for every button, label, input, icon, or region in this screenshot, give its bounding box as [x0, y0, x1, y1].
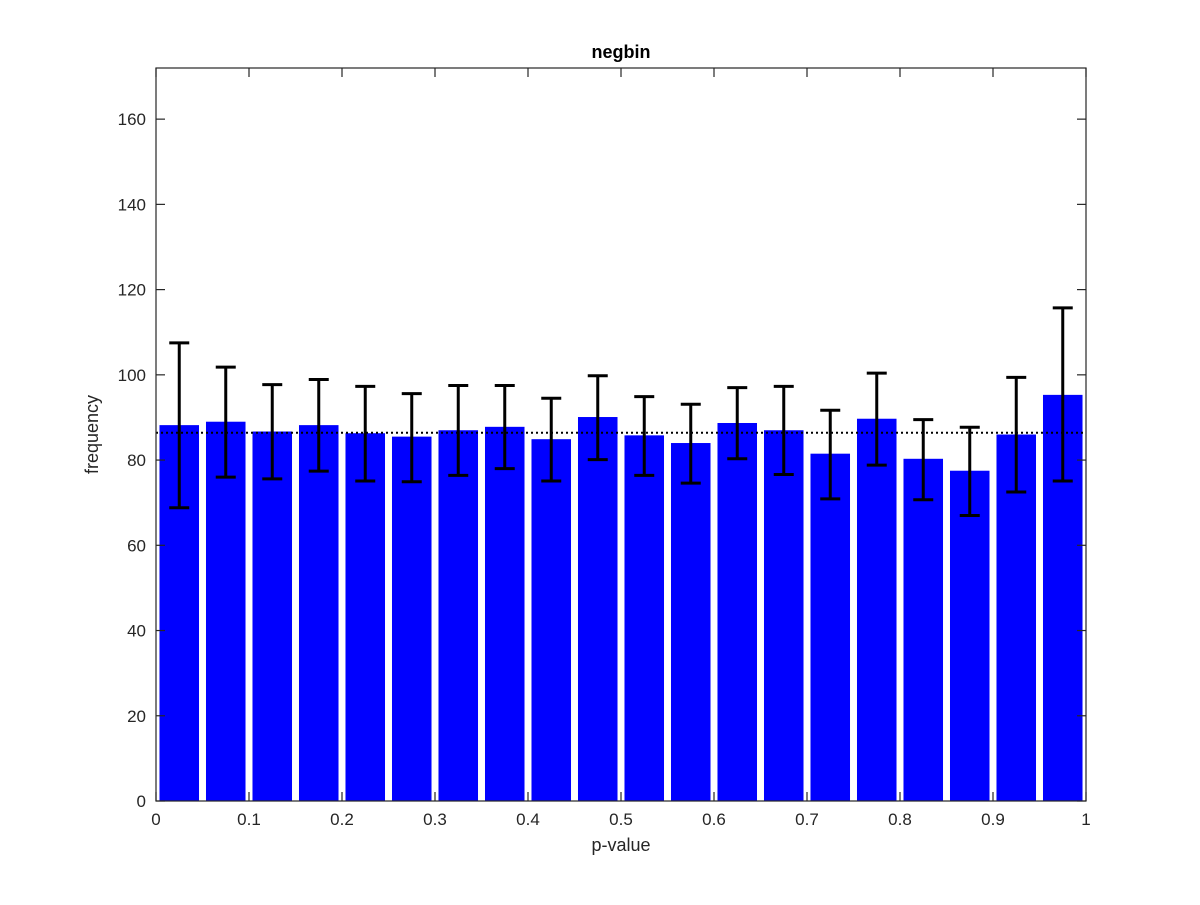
error-bar [1052, 306, 1073, 483]
x-tick-label: 0 [151, 810, 160, 829]
error-bar [541, 396, 562, 483]
y-tick-label: 140 [118, 195, 146, 214]
x-tick-label: 0.5 [609, 810, 633, 829]
ticks-layer: 0 0.1 0.2 0.3 0.4 0.5 0.6 0.7 0.8 0.9 1 0 20 40 60 80 10… [118, 68, 1091, 829]
bar [252, 431, 293, 801]
x-tick-label: 0.8 [888, 810, 912, 829]
error-bar [680, 402, 701, 485]
y-tick-label: 40 [127, 622, 146, 641]
error-bar [727, 386, 748, 461]
error-bar [355, 384, 376, 483]
x-tick-label: 0.6 [702, 810, 726, 829]
error-bar [820, 408, 841, 501]
x-tick-label: 0.9 [981, 810, 1005, 829]
bar [856, 418, 897, 801]
x-tick-label: 1 [1081, 810, 1090, 829]
bar [484, 426, 525, 801]
bar [996, 434, 1037, 801]
error-bar [262, 383, 283, 481]
y-tick-label: 100 [118, 366, 146, 385]
bar [949, 470, 990, 801]
x-tick-label: 0.3 [423, 810, 447, 829]
y-tick-label: 0 [137, 792, 146, 811]
bars-layer [159, 394, 1083, 801]
error-bars-layer [169, 306, 1073, 517]
error-bar [401, 392, 422, 484]
y-axis-label: frequency [82, 395, 102, 474]
error-bar [308, 378, 329, 473]
bar [903, 458, 944, 801]
bar [298, 425, 339, 801]
error-bar [773, 384, 794, 477]
error-bar [448, 383, 469, 477]
bar [205, 421, 246, 801]
bar [391, 436, 432, 801]
bar [810, 453, 851, 801]
bar [577, 417, 618, 801]
error-bar [634, 395, 655, 477]
x-tick-label: 0.7 [795, 810, 819, 829]
bar [531, 439, 572, 801]
bar [717, 422, 758, 801]
y-tick-label: 20 [127, 707, 146, 726]
error-bar [913, 418, 934, 502]
error-bar [959, 425, 980, 517]
y-tick-label: 160 [118, 110, 146, 129]
y-tick-label: 60 [127, 536, 146, 555]
chart-title: negbin [592, 42, 651, 62]
x-tick-label: 0.2 [330, 810, 354, 829]
x-axis-label: p-value [591, 835, 650, 855]
error-bar [494, 383, 515, 471]
bar [624, 435, 665, 801]
x-tick-label: 0.4 [516, 810, 540, 829]
x-tick-label: 0.1 [237, 810, 261, 829]
y-tick-label: 120 [118, 281, 146, 300]
bar [670, 443, 711, 801]
error-bar [866, 371, 887, 467]
bar [438, 430, 479, 801]
error-bar [169, 341, 190, 510]
bar [763, 430, 804, 801]
bar [345, 433, 386, 801]
error-bar [1006, 375, 1027, 494]
error-bar [215, 365, 236, 479]
y-tick-label: 80 [127, 451, 146, 470]
error-bar [587, 374, 608, 462]
